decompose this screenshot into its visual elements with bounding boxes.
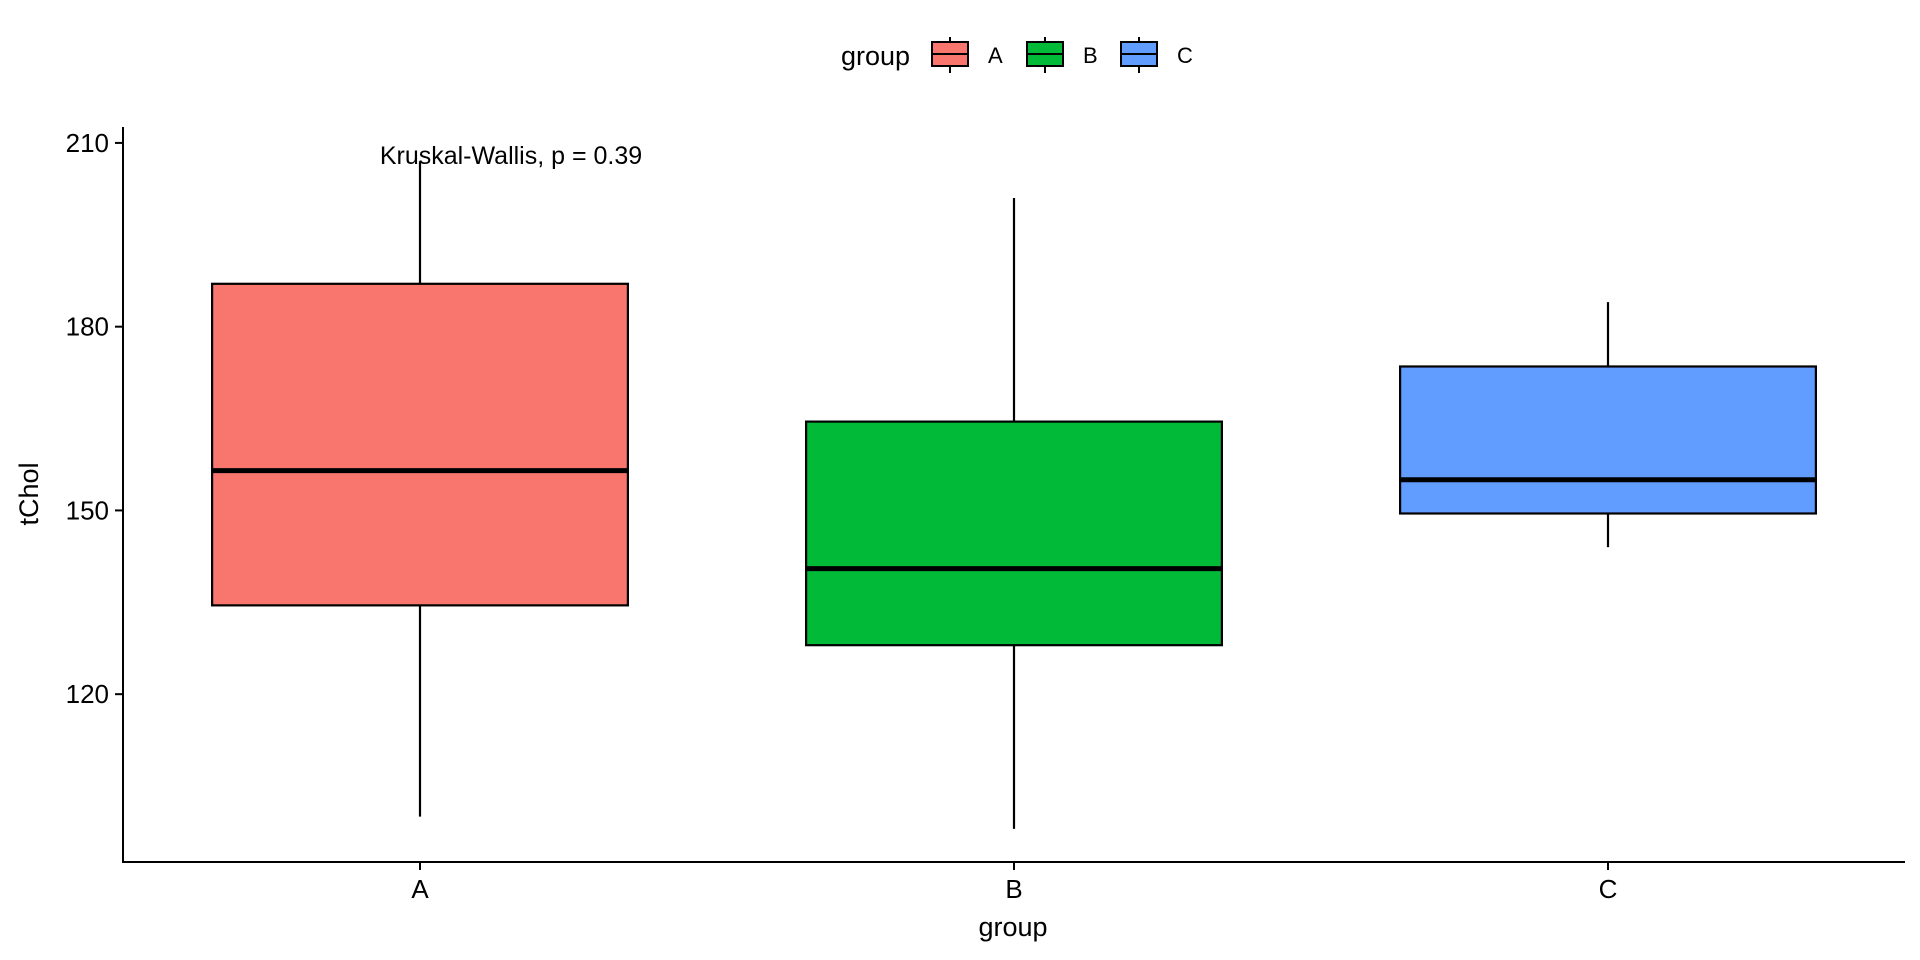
x-tick-label-A: A [411,874,429,904]
legend-label-B: B [1083,43,1098,68]
y-axis-ticks: 120 150 180 210 [66,128,123,709]
legend-label-C: C [1177,43,1193,68]
y-axis-title: tChol [14,462,44,525]
iqr-box-C [1398,365,1817,515]
y-tick-label-120: 120 [66,679,109,709]
legend-entry-C: C [1120,37,1193,73]
legend: group A B C [841,37,1193,73]
box-A [211,161,629,817]
legend-label-A: A [988,43,1003,68]
x-axis-ticks: A B C [411,862,1617,904]
legend-entry-B: B [1026,37,1098,73]
y-tick-label-210: 210 [66,128,109,158]
kruskal-wallis-annotation: Kruskal-Wallis, p = 0.39 [380,142,642,170]
y-tick-label-180: 180 [66,312,109,342]
x-axis-title: group [978,912,1047,942]
x-tick-label-B: B [1005,874,1022,904]
y-tick-label-150: 150 [66,495,109,525]
iqr-box-A [211,282,629,607]
plot-area [211,161,1817,829]
legend-title: group [841,41,910,71]
iqr-box-B [804,420,1223,647]
x-tick-label-C: C [1599,874,1618,904]
box-B [804,198,1223,829]
box-C [1398,302,1817,548]
legend-entry-A: A [931,37,1003,73]
